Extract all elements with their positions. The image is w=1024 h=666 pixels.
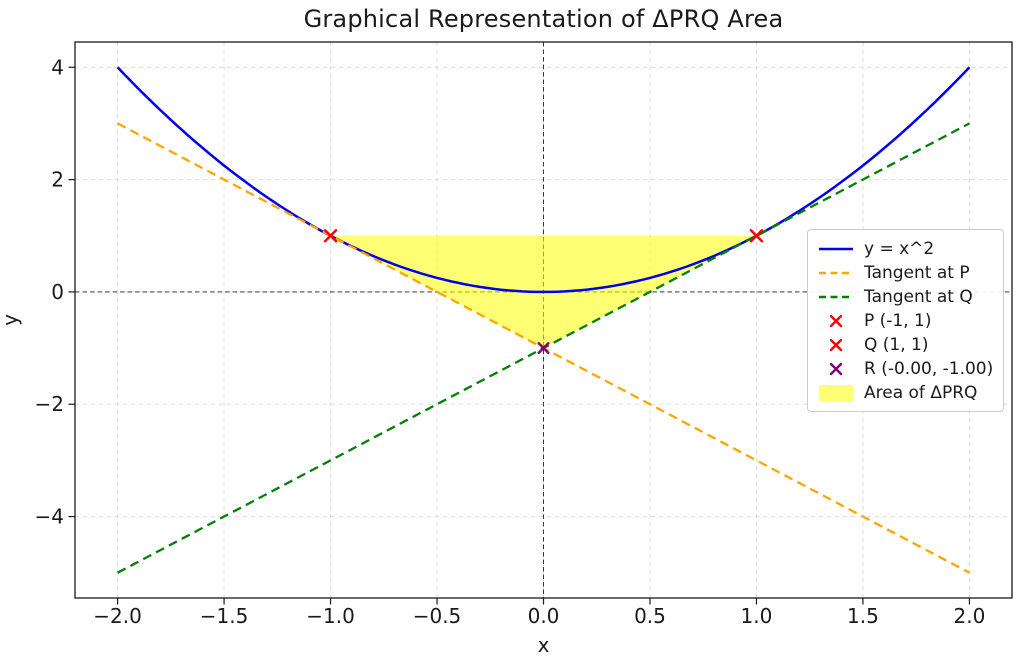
marker-r-0-00-1-00 [537,342,550,355]
legend-label: y = x^2 [864,238,935,259]
legend-label: Q (1, 1) [864,334,929,355]
legend-label: Area of ΔPRQ [864,382,978,403]
legend: y = x^2 Tangent at P Tangent at Q P (-1, 1)… [807,229,1004,412]
x-tick-label: 2.0 [954,604,986,628]
legend-x-marker-icon [829,338,843,351]
marker-q-1-1 [749,229,764,243]
series-y-x-2 [116,66,971,294]
y-axis-label: y [0,314,22,326]
legend-label: P (-1, 1) [864,310,932,331]
x-tick-label: 0.5 [634,604,666,628]
legend-label: Tangent at P [864,262,970,283]
legend-item-tangent-at-q: Tangent at Q [817,285,994,308]
legend-label: R (-0.00, -1.00) [864,358,994,379]
legend-item-q-1-1: Q (1, 1) [817,333,994,356]
legend-label: Tangent at Q [864,286,973,307]
y-tick-label: 0 [51,280,64,304]
x-tick-label: 1.0 [741,604,773,628]
legend-item-tangent-at-p: Tangent at P [817,261,994,284]
legend-patch-swatch-icon [819,384,853,401]
legend-x-marker-icon [829,314,843,327]
legend-item-y-x-2: y = x^2 [817,237,994,260]
x-tick-label: −0.5 [413,604,462,628]
legend-line-swatch-icon [819,247,853,250]
legend-x-marker-icon [829,362,843,375]
x-tick-label: 0.0 [528,604,560,628]
chart-title: Graphical Representation of ΔPRQ Area [303,5,784,33]
marker-p-1-1 [323,229,338,243]
legend-patch-swatch-icon [819,384,853,401]
y-tick-label: −4 [35,505,64,529]
x-tick-label: −1.0 [306,604,355,628]
legend-line-swatch-icon [819,295,853,298]
legend-x-marker-icon [829,362,843,375]
y-tick-label: 4 [51,55,64,79]
legend-item-area-of-prq: Area of ΔPRQ [817,381,994,404]
x-tick-label: 1.5 [847,604,879,628]
x-tick-label: −2.0 [93,604,142,628]
x-tick-label: −1.5 [200,604,249,628]
legend-x-marker-icon [829,338,843,351]
legend-line-swatch-icon [819,271,853,274]
legend-item-p-1-1: P (-1, 1) [817,309,994,332]
legend-item-r-0-00-1-00: R (-0.00, -1.00) [817,357,994,380]
x-axis-label: x [538,633,550,657]
legend-x-marker-icon [829,314,843,327]
y-tick-label: 2 [51,168,64,192]
y-tick-label: −2 [35,392,64,416]
